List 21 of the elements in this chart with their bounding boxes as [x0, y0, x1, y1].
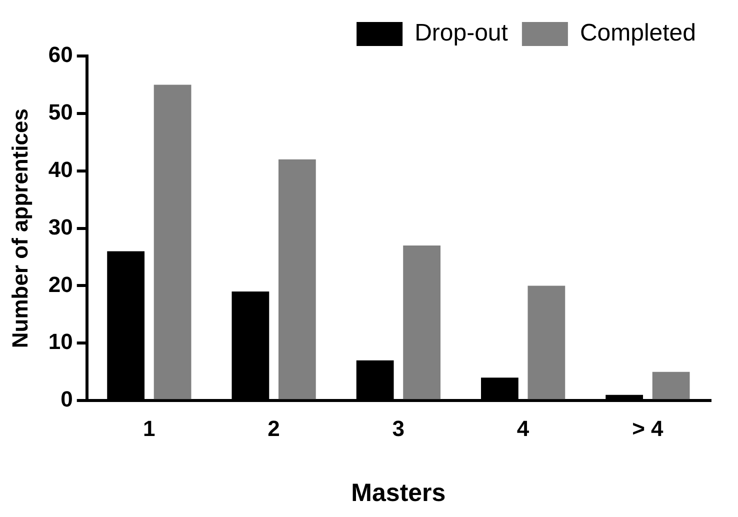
legend-label: Drop-out [414, 20, 508, 47]
y-tick-label: 10 [48, 329, 73, 354]
legend-label: Completed [580, 20, 696, 47]
bar [278, 159, 316, 400]
x-tick-label: 3 [392, 416, 405, 441]
y-axis-title: Number of apprentices [7, 108, 32, 348]
y-tick-label: 60 [48, 42, 73, 68]
bar [528, 286, 566, 400]
bar [652, 372, 690, 400]
x-tick-label: 1 [143, 416, 156, 441]
y-tick-label: 50 [48, 99, 73, 124]
y-tick-label: 20 [48, 272, 73, 297]
bar [154, 84, 192, 400]
y-tick-label: 30 [48, 214, 73, 240]
y-tick-label: 0 [60, 386, 73, 412]
x-tick-label: 2 [268, 416, 280, 441]
x-tick-label: 4 [516, 416, 530, 441]
x-axis-title: Masters [351, 478, 446, 507]
bar [403, 246, 440, 400]
y-tick-label: 40 [48, 156, 73, 182]
x-tick-label: > 4 [632, 416, 664, 441]
